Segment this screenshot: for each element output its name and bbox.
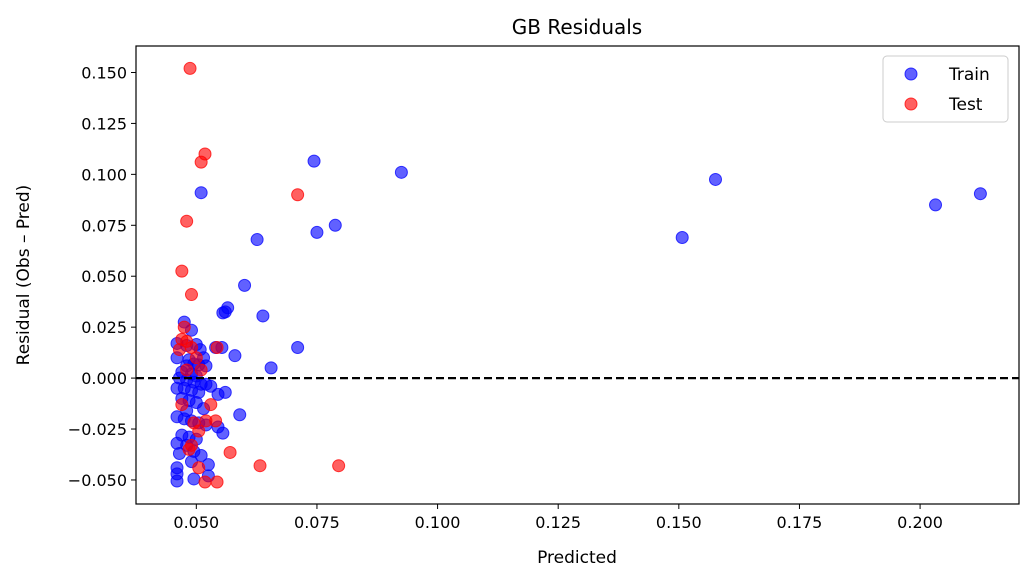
train-point — [211, 387, 225, 401]
test-point — [180, 363, 194, 377]
train-point — [170, 474, 184, 488]
test-point — [183, 61, 197, 75]
train-point — [204, 379, 218, 393]
test-point — [182, 442, 196, 456]
y-tick-label: −0.050 — [68, 471, 127, 490]
test-point — [175, 398, 189, 412]
y-tick-label: 0.050 — [81, 267, 127, 286]
test-point — [210, 341, 224, 355]
test-point — [180, 214, 194, 228]
train-point — [233, 408, 247, 422]
y-tick-label: −0.025 — [68, 420, 127, 439]
train-point — [675, 231, 689, 245]
test-point — [175, 264, 189, 278]
test-point — [332, 459, 346, 473]
train-point — [250, 233, 264, 247]
test-point — [192, 461, 206, 475]
test-point — [210, 475, 224, 489]
train-point — [228, 349, 242, 363]
train-point — [973, 187, 987, 201]
y-axis-label: Residual (Obs – Pred) — [14, 185, 34, 366]
y-tick-label: 0.075 — [81, 216, 127, 235]
test-point — [189, 351, 203, 365]
train-point — [328, 218, 342, 232]
train-point — [256, 309, 270, 323]
x-tick-label: 0.125 — [535, 513, 581, 532]
y-tick-label: 0.100 — [81, 165, 127, 184]
train-point — [310, 225, 324, 239]
y-tick-label: 0.000 — [81, 369, 127, 388]
y-tick-label: 0.125 — [81, 114, 127, 133]
legend-marker-train — [904, 67, 918, 81]
test-point — [177, 320, 191, 334]
test-point — [194, 363, 208, 377]
test-point — [198, 475, 212, 489]
train-point — [218, 305, 232, 319]
x-tick-label: 0.200 — [897, 513, 943, 532]
train-point — [394, 165, 408, 179]
x-tick-label: 0.075 — [294, 513, 340, 532]
legend: Train Test — [882, 55, 1009, 123]
test-point — [194, 155, 208, 169]
x-axis-label: Predicted — [537, 548, 617, 568]
train-point — [708, 172, 722, 186]
y-tick-label: 0.150 — [81, 63, 127, 82]
train-point — [216, 426, 230, 440]
test-point — [291, 188, 305, 202]
axes-frame — [135, 45, 1020, 505]
train-point — [307, 154, 321, 168]
test-point — [192, 424, 206, 438]
train-point — [264, 361, 278, 375]
train-point — [929, 198, 943, 212]
test-point — [223, 445, 237, 459]
train-point — [187, 472, 201, 486]
x-tick-label: 0.050 — [173, 513, 219, 532]
train-point — [238, 278, 252, 292]
legend-label-train: Train — [948, 65, 990, 85]
legend-label-test: Test — [948, 95, 983, 115]
plot-area: 0.050 0.075 0.100 0.125 0.150 0.175 0.200 −0.05… — [68, 45, 1020, 532]
train-point — [291, 341, 305, 355]
y-tick-label: 0.025 — [81, 318, 127, 337]
x-tick-label: 0.100 — [415, 513, 461, 532]
train-point — [194, 186, 208, 200]
chart-title: GB Residuals — [512, 15, 642, 39]
x-tick-label: 0.150 — [656, 513, 702, 532]
test-point — [253, 459, 267, 473]
train-point — [194, 449, 208, 463]
test-point — [204, 398, 218, 412]
x-tick-label: 0.175 — [777, 513, 823, 532]
test-point — [172, 343, 186, 357]
legend-marker-test — [904, 97, 918, 111]
test-point — [209, 414, 223, 428]
test-point — [184, 288, 198, 302]
